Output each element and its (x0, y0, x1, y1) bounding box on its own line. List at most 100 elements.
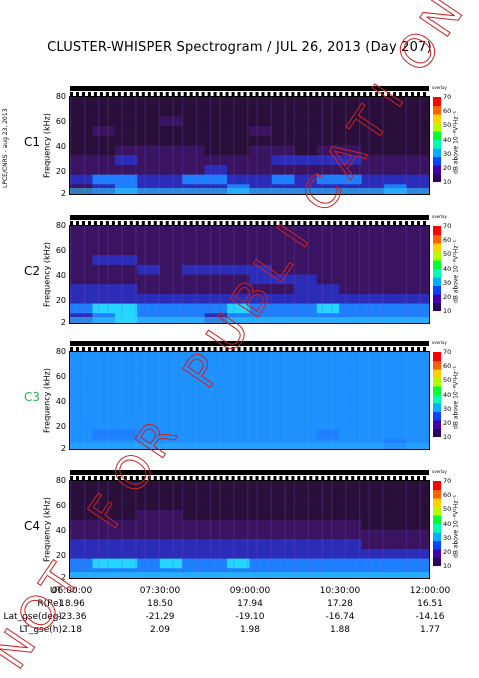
time-tick (219, 221, 223, 225)
time-tick (225, 476, 229, 480)
colorbar-segment (433, 122, 441, 132)
ephemeris-value: 10:30:00 (320, 586, 361, 596)
colorbar-segment (433, 243, 441, 252)
heatmap-cell (70, 145, 94, 156)
heatmap-cell (271, 155, 295, 166)
heatmap-cell (182, 481, 206, 492)
heatmap-cell (70, 410, 94, 421)
heatmap-cell (406, 264, 429, 276)
heatmap-cell (159, 361, 183, 372)
time-tick (213, 347, 217, 351)
time-tick (243, 92, 247, 96)
heatmap-cell (316, 539, 340, 550)
heatmap-cell (114, 106, 138, 117)
heatmap-cell (271, 548, 295, 560)
colorbar-tick-label: 40 (443, 135, 452, 144)
time-tick (339, 221, 343, 225)
spectrogram-c1 (70, 97, 429, 194)
heatmap-cell (92, 264, 116, 276)
heatmap-cell (406, 245, 429, 256)
time-tick (267, 347, 271, 351)
heatmap-cell (249, 245, 273, 256)
time-tick (417, 476, 421, 480)
heatmap-cell (294, 400, 318, 411)
heatmap-cell (384, 381, 408, 392)
heatmap-cell (182, 116, 206, 127)
heatmap-cell (271, 274, 295, 285)
heatmap-cell (316, 293, 340, 305)
heatmap-cell (271, 481, 295, 492)
heatmap-cell (339, 410, 363, 421)
colorbar-segment (433, 268, 441, 278)
heatmap-cell (339, 264, 363, 276)
time-tick (159, 347, 163, 351)
heatmap-cell (384, 126, 408, 137)
colorbar-segment (433, 105, 441, 115)
time-tick (159, 92, 163, 96)
heatmap-cell (92, 500, 116, 511)
heatmap-cell (227, 548, 251, 560)
heatmap-cell (92, 226, 116, 237)
spectrogram-streak (107, 97, 109, 194)
time-tick (375, 347, 379, 351)
time-tick (201, 221, 205, 225)
heatmap-cell (204, 481, 228, 492)
heatmap-cell (294, 174, 318, 185)
ephemeris-value: -19.10 (235, 612, 264, 622)
time-tick (99, 347, 103, 351)
time-tick (75, 476, 79, 480)
time-tick (135, 347, 139, 351)
heatmap-cell (159, 481, 183, 492)
heatmap-cell (271, 106, 295, 117)
spectrogram-frame (69, 96, 430, 195)
time-tick (333, 92, 337, 96)
time-tick (417, 92, 421, 96)
heatmap-cell (361, 284, 385, 295)
heatmap-cell (294, 390, 318, 402)
time-tick (297, 92, 301, 96)
heatmap-cell (159, 106, 183, 117)
heatmap-cell (204, 255, 228, 266)
heatmap-cell (249, 519, 273, 531)
heatmap-cell (294, 145, 318, 156)
spectrogram-streak (209, 352, 212, 449)
heatmap-cell (114, 539, 138, 550)
time-tick (423, 92, 427, 96)
time-tick (381, 221, 385, 225)
heatmap-cell (339, 361, 363, 372)
time-tick (81, 476, 85, 480)
time-tick (381, 347, 385, 351)
heatmap-cell (271, 539, 295, 550)
time-tick (369, 92, 373, 96)
heatmap-cell (137, 481, 161, 492)
time-tick (423, 221, 427, 225)
colorbar-segment (433, 226, 441, 235)
heatmap-cell (182, 390, 206, 402)
time-tick (213, 221, 217, 225)
time-tick-bar-c4 (70, 476, 427, 480)
spectrogram-streak (307, 481, 309, 578)
ephemeris-value: 12:00:00 (410, 586, 451, 596)
heatmap-cell (316, 126, 340, 137)
heatmap-cell (204, 529, 228, 540)
time-tick (189, 347, 193, 351)
heatmap-cell (92, 126, 116, 137)
heatmap-cell (92, 245, 116, 256)
y-tick-label: 60 (55, 245, 66, 255)
spectrogram-streak (181, 352, 184, 449)
heatmap-cell (204, 293, 228, 305)
heatmap-cell (204, 429, 228, 440)
time-tick (111, 476, 115, 480)
heatmap-cell (406, 490, 429, 501)
heatmap-cell (294, 97, 318, 108)
heatmap-cell (361, 419, 385, 431)
spectrogram-streak (98, 352, 100, 449)
spectrogram-streak (345, 352, 347, 449)
time-tick (273, 92, 277, 96)
time-tick (237, 476, 241, 480)
time-tick (183, 92, 187, 96)
heatmap-cell (92, 155, 116, 166)
time-tick (309, 476, 313, 480)
ephemeris-value: -14.16 (415, 612, 444, 622)
time-tick (123, 476, 127, 480)
